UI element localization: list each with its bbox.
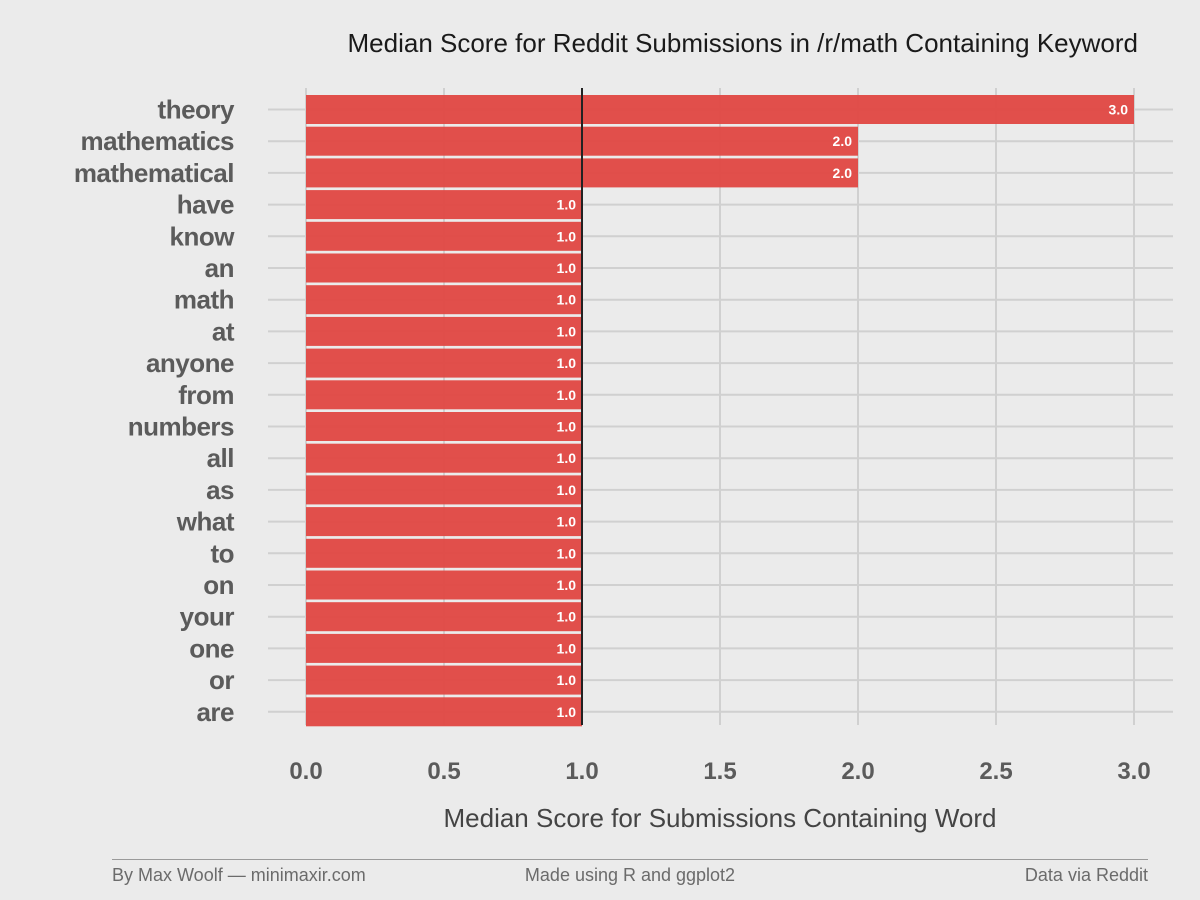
y-tick-label: at — [212, 316, 235, 346]
y-tick-label: what — [176, 507, 235, 537]
y-tick-label: math — [174, 285, 234, 315]
y-tick-label: mathematics — [81, 126, 234, 156]
x-axis-title: Median Score for Submissions Containing … — [443, 803, 997, 833]
footer-author: By Max Woolf — minimaxir.com — [112, 865, 366, 885]
x-tick-label: 3.0 — [1117, 758, 1150, 785]
bar — [306, 95, 1134, 124]
bar — [306, 665, 582, 695]
bar — [306, 348, 582, 378]
y-tick-label: all — [207, 443, 234, 473]
bar — [306, 190, 582, 220]
y-tick-label: or — [209, 665, 234, 695]
y-tick-label: on — [203, 570, 234, 600]
chart-title: Median Score for Reddit Submissions in /… — [347, 28, 1139, 58]
y-tick-label: anyone — [146, 348, 234, 378]
bar — [306, 221, 582, 251]
footer-tools: Made using R and ggplot2 — [524, 865, 736, 885]
data-label: 1.0 — [557, 640, 577, 656]
data-label: 1.0 — [557, 577, 577, 593]
bar — [306, 570, 582, 600]
data-label: 1.0 — [557, 355, 577, 371]
data-label: 1.0 — [557, 545, 577, 561]
data-label: 1.0 — [557, 387, 577, 403]
data-label: 1.0 — [557, 609, 577, 625]
y-tick-label: numbers — [128, 412, 234, 442]
data-label: 1.0 — [557, 260, 577, 276]
data-label: 1.0 — [557, 704, 577, 720]
x-tick-label: 0.5 — [427, 758, 460, 785]
y-tick-label: are — [196, 697, 234, 727]
bar — [306, 285, 582, 315]
y-tick-label: from — [178, 380, 234, 410]
x-tick-label: 1.0 — [565, 758, 598, 785]
x-axis-ticks: 0.0 0.5 1.0 1.5 2.0 2.5 3.0 — [289, 758, 1150, 785]
bar — [306, 475, 582, 505]
bar — [306, 633, 582, 663]
bar — [306, 538, 582, 568]
bar — [306, 443, 582, 473]
data-label: 1.0 — [557, 672, 577, 688]
bar — [306, 697, 582, 727]
footer-source: Data via Reddit — [1024, 865, 1148, 885]
x-tick-label: 0.0 — [289, 758, 322, 785]
y-tick-label: theory — [158, 95, 236, 125]
data-label: 1.0 — [557, 419, 577, 435]
y-tick-label: your — [180, 602, 235, 632]
x-tick-label: 2.5 — [979, 758, 1012, 785]
bar — [306, 602, 582, 632]
data-label: 2.0 — [833, 133, 853, 149]
data-label: 1.0 — [557, 514, 577, 530]
y-axis-ticks: theorymathematicsmathematicalhaveknowanm… — [74, 95, 236, 727]
y-tick-label: as — [206, 475, 234, 505]
y-tick-label: mathematical — [74, 158, 234, 188]
data-label: 1.0 — [557, 197, 577, 213]
data-label: 1.0 — [557, 292, 577, 308]
data-label: 1.0 — [557, 323, 577, 339]
data-label: 2.0 — [833, 165, 853, 181]
y-tick-label: an — [205, 253, 234, 283]
x-tick-label: 1.5 — [703, 758, 736, 785]
y-tick-label: know — [170, 221, 236, 251]
y-tick-label: have — [177, 190, 234, 220]
bar — [306, 412, 582, 441]
bar — [306, 507, 582, 537]
y-tick-label: one — [189, 633, 234, 663]
bar — [306, 380, 582, 410]
data-label: 1.0 — [557, 228, 577, 244]
data-label: 1.0 — [557, 450, 577, 466]
data-labels: 3.0 2.0 2.0 1.0 1.0 1.0 1.0 1.0 1.0 1.0 1.0 1.0 1.0 1… — [557, 102, 1129, 720]
y-tick-label: to — [210, 538, 234, 568]
data-label: 1.0 — [557, 482, 577, 498]
bar — [306, 316, 582, 346]
data-label: 3.0 — [1109, 102, 1129, 118]
footer-divider — [112, 859, 1148, 860]
bar — [306, 253, 582, 283]
x-tick-label: 2.0 — [841, 758, 874, 785]
